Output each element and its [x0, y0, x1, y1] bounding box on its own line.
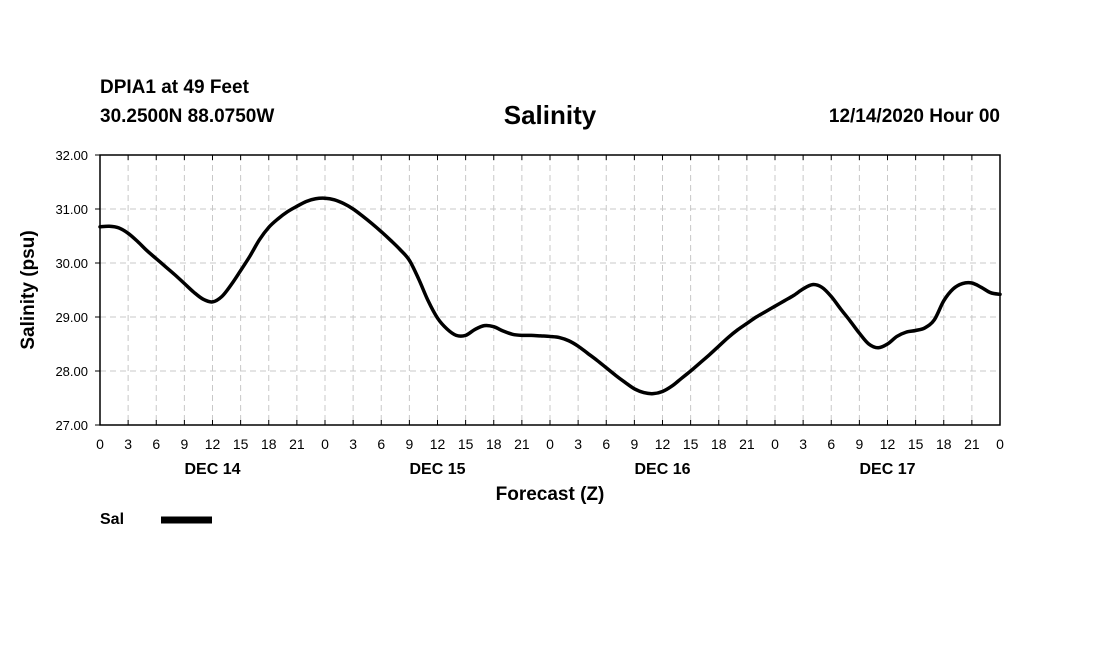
x-tick-label: 18	[936, 436, 952, 452]
x-tick-label: 0	[96, 436, 104, 452]
day-label: DEC 15	[409, 461, 465, 478]
y-tick-label: 30.00	[55, 256, 88, 271]
x-tick-label: 0	[771, 436, 779, 452]
day-label: DEC 17	[859, 461, 915, 478]
x-tick-label: 0	[321, 436, 329, 452]
x-tick-label: 12	[430, 436, 446, 452]
x-tick-label: 9	[855, 436, 863, 452]
x-tick-label: 3	[124, 436, 132, 452]
x-tick-label: 18	[711, 436, 727, 452]
x-tick-label: 15	[458, 436, 474, 452]
x-tick-label: 9	[180, 436, 188, 452]
x-axis-title: Forecast (Z)	[496, 484, 605, 505]
series-layer	[98, 196, 1002, 396]
day-labels: DEC 14 DEC 15 DEC 16 DEC 17	[184, 461, 915, 478]
day-label: DEC 16	[634, 461, 690, 478]
x-tick-label: 6	[602, 436, 610, 452]
axis-ticks	[95, 154, 1001, 426]
x-tick-label: 21	[964, 436, 980, 452]
chart-title: Salinity	[503, 100, 597, 130]
forecast-datetime: 12/14/2020 Hour 00	[828, 106, 1000, 127]
x-tick-label: 15	[233, 436, 249, 452]
x-tick-label: 6	[377, 436, 385, 452]
x-tick-label: 9	[630, 436, 638, 452]
x-tick-label: 9	[405, 436, 413, 452]
x-tick-label: 6	[152, 436, 160, 452]
x-tick-label: 3	[799, 436, 807, 452]
x-tick-label: 21	[514, 436, 530, 452]
x-tick-label: 3	[574, 436, 582, 452]
x-tick-label: 18	[261, 436, 277, 452]
y-tick-labels: 27.00 28.00 29.00 30.00 31.00 32.00	[55, 148, 88, 433]
x-tick-labels: 0 3 6 9 12 15 18 21 0 3 6 9 12 15 18 21 0 3 6 9 12 15 18 21 0 3 6 9…	[96, 436, 1004, 452]
y-tick-label: 31.00	[55, 202, 88, 217]
station-label: DPIA1 at 49 Feet	[100, 77, 249, 98]
x-tick-label: 3	[349, 436, 357, 452]
plot-frame	[99, 154, 1001, 426]
x-tick-label: 21	[289, 436, 305, 452]
coordinates-label: 30.2500N 88.0750W	[100, 106, 275, 127]
x-tick-label: 15	[908, 436, 924, 452]
day-label: DEC 14	[184, 461, 240, 478]
y-tick-label: 29.00	[55, 310, 88, 325]
y-tick-label: 28.00	[55, 364, 88, 379]
x-tick-label: 0	[996, 436, 1004, 452]
x-tick-label: 15	[683, 436, 699, 452]
legend: Sal	[100, 511, 212, 528]
x-tick-label: 12	[655, 436, 671, 452]
y-tick-label: 27.00	[55, 418, 88, 433]
x-tick-label: 21	[739, 436, 755, 452]
x-tick-label: 12	[205, 436, 221, 452]
series-line-sal	[98, 196, 1002, 396]
grid-lines	[100, 155, 1000, 425]
y-tick-label: 32.00	[55, 148, 88, 163]
x-tick-label: 6	[827, 436, 835, 452]
x-tick-label: 18	[486, 436, 502, 452]
legend-label: Sal	[100, 511, 124, 528]
y-axis-title: Salinity (psu)	[18, 230, 39, 349]
x-tick-label: 0	[546, 436, 554, 452]
x-tick-label: 12	[880, 436, 896, 452]
